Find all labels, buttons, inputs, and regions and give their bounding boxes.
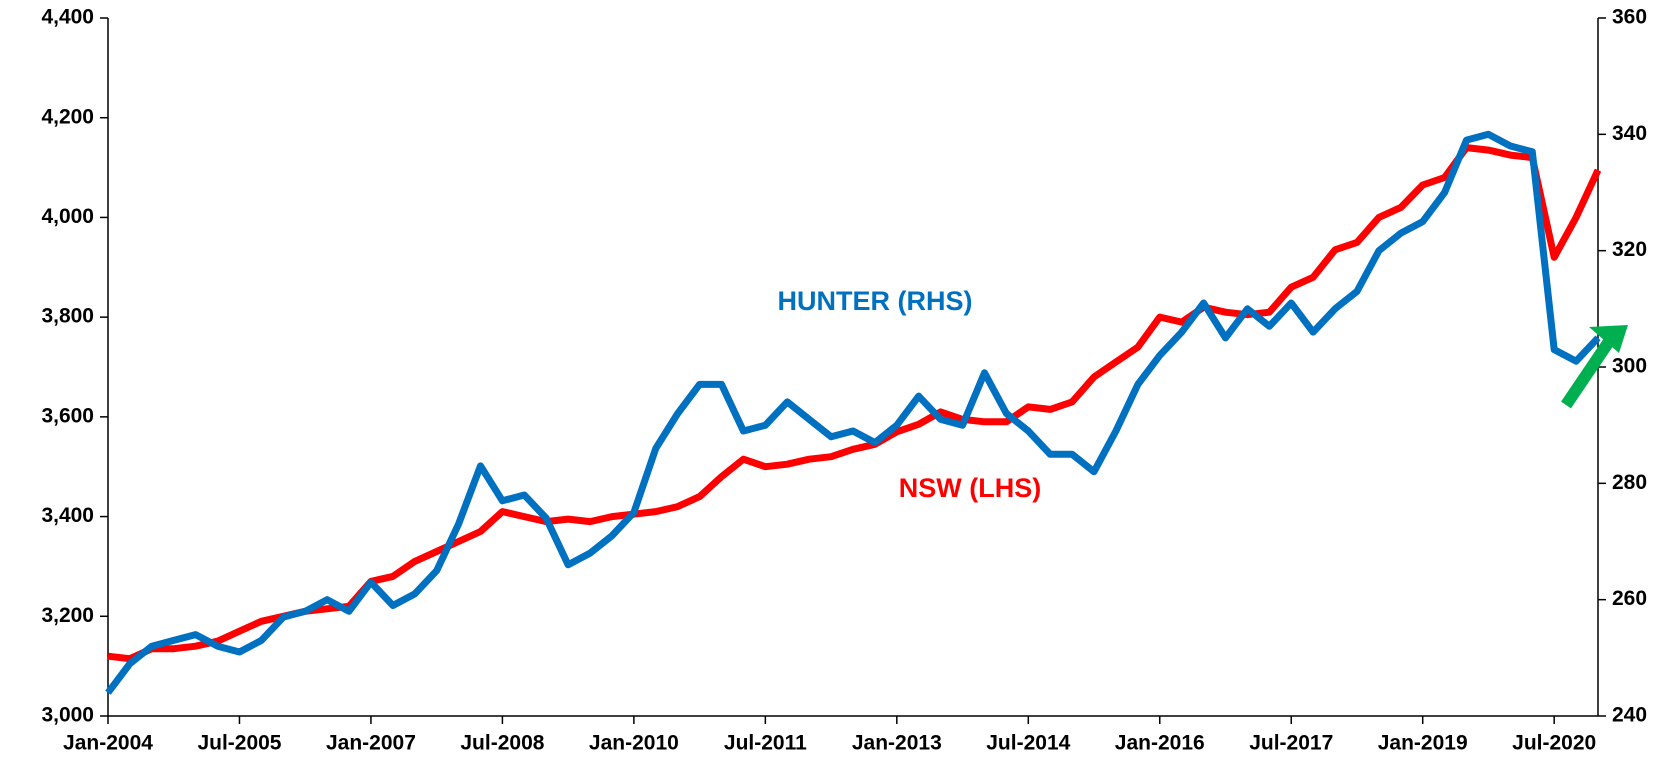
y2-tick-label: 360 [1612,6,1647,29]
x-tick-label: Jan-2016 [1115,732,1205,755]
y-tick-label: 3,600 [41,404,94,427]
series-label: NSW (LHS) [899,473,1041,503]
y-tick-label: 3,800 [41,305,94,328]
arrow-shaft [1561,336,1615,409]
y-tick-label: 4,400 [41,6,94,29]
y-tick-label: 3,000 [41,704,94,727]
y2-tick-label: 300 [1612,355,1647,378]
y-tick-label: 3,400 [41,504,94,527]
y2-tick-label: 280 [1612,471,1647,494]
up-arrow [1561,325,1628,409]
x-tick-label: Jan-2010 [589,732,679,755]
y-tick-label: 3,200 [41,604,94,627]
y2-tick-label: 260 [1612,587,1647,610]
x-tick-label: Jan-2013 [852,732,942,755]
series-line [105,130,1601,695]
y2-tick-label: 320 [1612,238,1647,261]
series-line [107,144,1602,663]
x-tick-label: Jul-2005 [197,732,281,755]
x-tick-label: Jul-2014 [986,732,1070,755]
x-tick-label: Jul-2008 [460,732,544,755]
x-tick-label: Jul-2020 [1512,732,1596,755]
x-tick-label: Jul-2017 [1249,732,1333,755]
y-tick-label: 4,000 [41,205,94,228]
x-tick-label: Jan-2019 [1378,732,1468,755]
x-tick-label: Jan-2007 [326,732,416,755]
y-tick-label: 4,200 [41,105,94,128]
arrow-head [1589,325,1628,353]
x-tick-label: Jul-2011 [724,732,807,755]
y2-tick-label: 240 [1612,704,1647,727]
series-label: HUNTER (RHS) [778,286,973,316]
x-tick-label: Jan-2004 [63,732,153,755]
y2-tick-label: 340 [1612,122,1647,145]
